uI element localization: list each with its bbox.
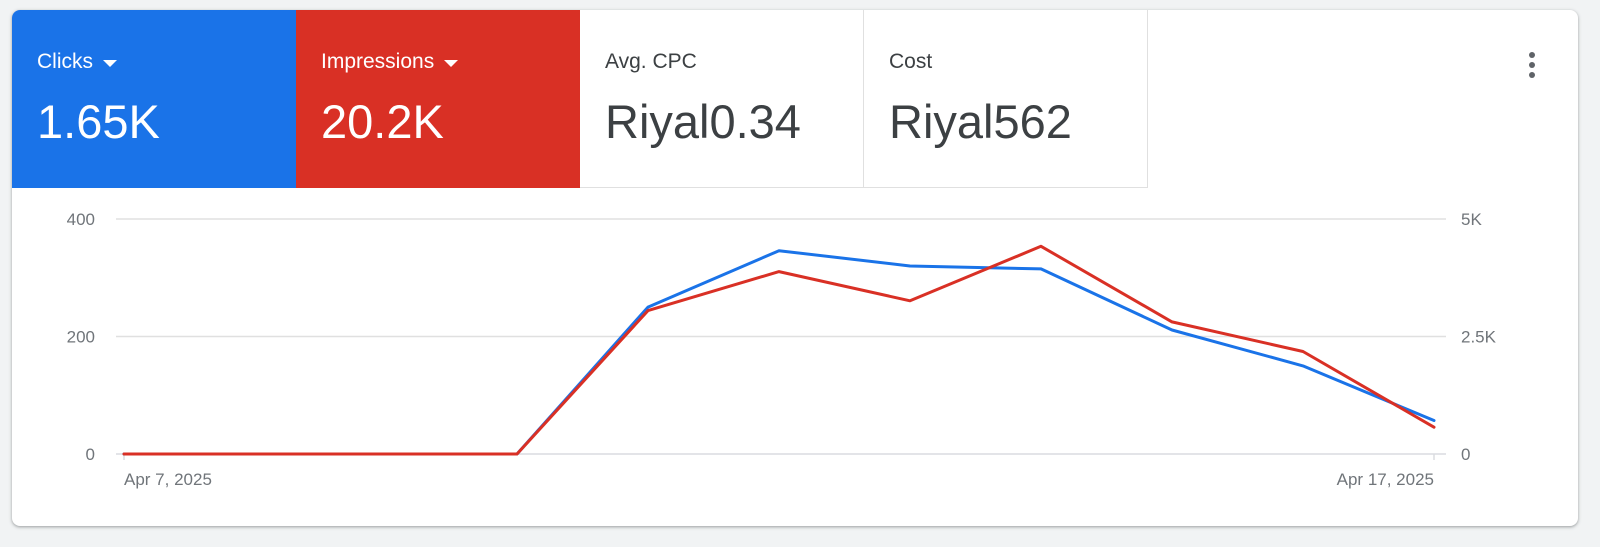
impressions-tile[interactable]: Impressions 20.2K (296, 10, 580, 188)
clicks-series-line (122, 249, 1436, 456)
metric-tiles: Clicks 1.65K Impressions 20.2K Avg. CPC … (12, 10, 1148, 188)
y-left-tick-label: 0 (86, 445, 95, 464)
more-dot (1529, 62, 1535, 68)
cost-value: Riyal562 (889, 95, 1072, 148)
more-dot (1529, 72, 1535, 78)
more-dot (1529, 52, 1535, 58)
y-right-tick-label: 5K (1461, 210, 1482, 229)
avg-cpc-label: Avg. CPC (605, 50, 697, 73)
impressions-label-row: Impressions (321, 50, 580, 74)
x-tick-label: Apr 17, 2025 (1337, 470, 1434, 489)
clicks-label-row: Clicks (37, 50, 296, 74)
y-left-tick-label: 400 (67, 210, 95, 229)
impressions-value: 20.2K (321, 95, 444, 148)
y-left-tick-label: 200 (67, 328, 95, 347)
impressions-label: Impressions (321, 50, 435, 73)
performance-card: Clicks 1.65K Impressions 20.2K Avg. CPC … (12, 10, 1578, 526)
caret-down-icon[interactable] (444, 60, 459, 67)
more-vert-icon[interactable] (1520, 50, 1544, 80)
performance-line-chart: 0 200 400 0 2.5K 5K Apr 7, 2025 Apr 17, 2025 (67, 210, 1497, 489)
clicks-label: Clicks (37, 50, 93, 73)
y-right-tick-label: 2.5K (1461, 328, 1497, 347)
clicks-value: 1.65K (37, 95, 160, 148)
clicks-tile[interactable]: Clicks 1.65K (12, 10, 296, 188)
avg-cpc-value: Riyal0.34 (605, 95, 801, 148)
caret-down-icon[interactable] (103, 60, 117, 67)
y-right-tick-label: 0 (1461, 445, 1470, 464)
impressions-series-line (122, 244, 1436, 456)
x-tick-label: Apr 7, 2025 (124, 470, 212, 489)
cost-label: Cost (889, 50, 933, 73)
cost-tile[interactable]: Cost Riyal562 (864, 10, 1148, 188)
avg-cpc-tile[interactable]: Avg. CPC Riyal0.34 (580, 10, 864, 188)
